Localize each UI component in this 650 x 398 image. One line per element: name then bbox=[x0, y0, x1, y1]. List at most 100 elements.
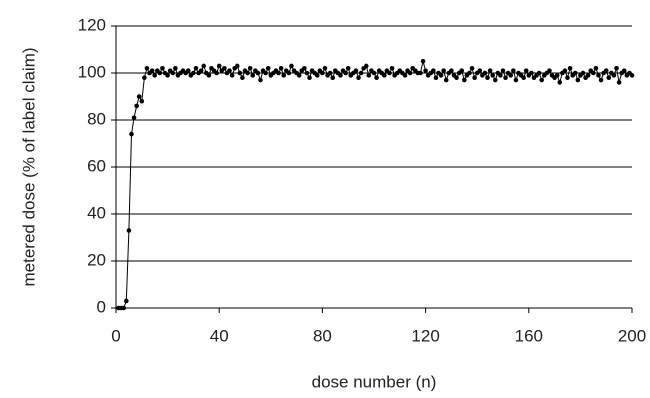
data-point bbox=[614, 66, 619, 71]
data-point bbox=[593, 66, 599, 71]
data-point bbox=[206, 73, 212, 78]
data-point bbox=[523, 68, 529, 73]
data-point bbox=[170, 70, 176, 76]
series-line bbox=[118, 61, 633, 309]
data-point bbox=[500, 68, 506, 73]
data-point bbox=[214, 70, 219, 76]
data-point bbox=[616, 80, 622, 85]
data-point bbox=[165, 73, 170, 78]
x-tick-label: 40 bbox=[210, 326, 229, 345]
data-point bbox=[281, 73, 287, 78]
data-point bbox=[498, 73, 503, 78]
data-point bbox=[449, 68, 454, 73]
data-point bbox=[356, 75, 361, 80]
data-point bbox=[142, 75, 147, 80]
data-point bbox=[338, 73, 343, 78]
data-point bbox=[157, 70, 163, 76]
data-point bbox=[237, 70, 243, 76]
y-tick-label: 0 bbox=[97, 297, 106, 316]
data-point bbox=[387, 70, 392, 76]
data-point bbox=[547, 68, 552, 73]
data-point bbox=[487, 68, 493, 73]
data-point bbox=[322, 66, 328, 71]
data-point bbox=[606, 75, 612, 80]
data-point bbox=[126, 228, 132, 233]
data-point bbox=[374, 75, 379, 80]
data-point bbox=[245, 70, 250, 76]
data-point bbox=[482, 70, 488, 76]
data-point bbox=[160, 66, 165, 71]
data-point bbox=[358, 70, 364, 76]
data-point bbox=[247, 66, 253, 71]
data-point bbox=[402, 73, 408, 78]
data-point bbox=[382, 73, 387, 78]
x-tick-label: 80 bbox=[313, 326, 332, 345]
data-point bbox=[278, 66, 284, 71]
data-point bbox=[598, 77, 604, 83]
data-point bbox=[492, 77, 498, 83]
data-point bbox=[139, 98, 145, 104]
data-point bbox=[353, 68, 359, 73]
data-point bbox=[363, 63, 369, 69]
y-tick-label: 40 bbox=[87, 203, 106, 222]
data-point bbox=[191, 70, 196, 76]
data-point bbox=[621, 68, 627, 73]
data-point bbox=[467, 70, 472, 76]
data-point bbox=[580, 70, 586, 76]
data-point bbox=[565, 75, 570, 80]
y-axis-title: metered dose (% of label claim) bbox=[19, 47, 38, 286]
data-point bbox=[366, 73, 372, 78]
data-point bbox=[173, 66, 178, 71]
data-point bbox=[124, 298, 129, 304]
data-point bbox=[513, 77, 519, 83]
data-point bbox=[286, 70, 292, 76]
data-point bbox=[276, 70, 281, 76]
data-point bbox=[234, 63, 240, 69]
data-point bbox=[216, 63, 222, 69]
data-point bbox=[575, 77, 581, 83]
data-point bbox=[330, 75, 336, 80]
data-point bbox=[490, 73, 495, 78]
y-tick-label: 100 bbox=[78, 62, 106, 81]
data-point bbox=[423, 68, 428, 73]
data-point bbox=[433, 75, 439, 80]
data-point bbox=[227, 68, 232, 73]
data-point bbox=[389, 66, 395, 71]
data-point bbox=[431, 68, 436, 73]
data-point bbox=[454, 75, 459, 80]
data-point bbox=[320, 70, 325, 76]
data-point bbox=[477, 68, 483, 73]
data-point bbox=[152, 73, 157, 78]
data-point bbox=[229, 73, 235, 78]
data-point bbox=[193, 66, 199, 71]
data-point bbox=[469, 66, 475, 71]
data-point bbox=[591, 70, 596, 76]
y-tick-label: 60 bbox=[87, 156, 106, 175]
data-point bbox=[572, 70, 578, 76]
data-point bbox=[603, 68, 609, 73]
y-tick-label: 20 bbox=[87, 250, 106, 269]
data-point bbox=[462, 77, 467, 83]
data-point bbox=[485, 75, 490, 80]
data-point bbox=[441, 68, 446, 73]
data-point bbox=[529, 70, 534, 76]
data-point bbox=[562, 68, 568, 73]
data-point bbox=[596, 73, 601, 78]
data-point bbox=[314, 73, 320, 78]
y-tick-label: 120 bbox=[78, 15, 106, 34]
data-point bbox=[185, 68, 191, 73]
data-point bbox=[345, 66, 351, 71]
data-point bbox=[240, 75, 245, 80]
data-point bbox=[503, 75, 508, 80]
data-point bbox=[201, 63, 207, 69]
data-point bbox=[371, 70, 377, 76]
data-point bbox=[536, 70, 542, 76]
data-point bbox=[129, 131, 134, 137]
x-tick-label: 0 bbox=[111, 326, 120, 345]
data-point bbox=[585, 73, 591, 78]
data-point bbox=[438, 73, 444, 78]
data-point bbox=[289, 63, 294, 69]
data-point bbox=[131, 115, 137, 120]
y-tick-label: 80 bbox=[87, 109, 106, 128]
